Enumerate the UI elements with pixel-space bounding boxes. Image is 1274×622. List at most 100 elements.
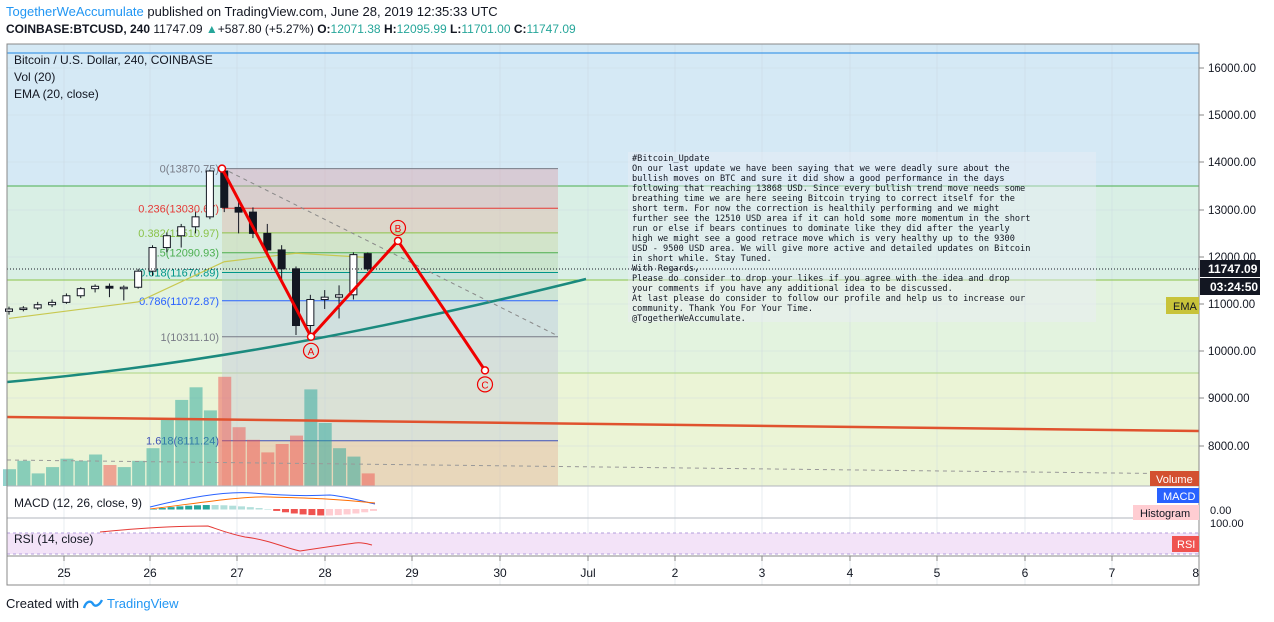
abc-node bbox=[217, 164, 227, 173]
price-axis[interactable]: 16000.0015000.0014000.0013000.0012000.00… bbox=[1133, 63, 1260, 552]
candle bbox=[105, 283, 114, 298]
histogram-tag-label: Histogram bbox=[1140, 508, 1190, 520]
time-axis[interactable]: 25 26 27 28 29 30 Jul 2 3 4 5 6 7 8 bbox=[57, 556, 1200, 580]
candle-body bbox=[162, 235, 171, 249]
candle bbox=[205, 169, 214, 220]
signal-line bbox=[149, 496, 376, 510]
trend-lines bbox=[7, 167, 1199, 475]
volume-bar bbox=[361, 473, 375, 486]
volume-bars bbox=[3, 376, 375, 486]
macd-label: MACD (12, 26, close, 9) bbox=[14, 496, 142, 510]
histogram-tag bbox=[1133, 505, 1199, 520]
change-value: +587.80 (+5.27%) bbox=[217, 22, 314, 36]
candle bbox=[5, 306, 13, 315]
candle bbox=[62, 293, 71, 304]
macd-hist-bar bbox=[238, 506, 245, 510]
note-line: @TogetherWeAccumulate. bbox=[632, 314, 746, 324]
candle-body bbox=[263, 232, 272, 251]
time-tick-label: 25 bbox=[57, 566, 71, 580]
candle bbox=[119, 285, 128, 301]
tradingview-link[interactable]: TradingView bbox=[106, 596, 179, 611]
fib-level-label: 0.618(11670.89) bbox=[139, 268, 219, 280]
abc-wave[interactable]: A B C bbox=[217, 164, 494, 393]
candle bbox=[320, 290, 329, 309]
publish-header: TogetherWeAccumulate published on Tradin… bbox=[6, 4, 498, 19]
published-text: published on TradingView.com, June 28, 2… bbox=[147, 4, 498, 19]
macd-hist-bar bbox=[246, 507, 254, 510]
time-tick-label: 27 bbox=[230, 566, 244, 580]
macd-hist-bar bbox=[194, 505, 201, 510]
candle-body bbox=[335, 294, 344, 298]
macd-hist-bar bbox=[290, 509, 298, 514]
up-triangle-icon: ▲ bbox=[205, 22, 218, 36]
note-line: On our last update we have been saying t… bbox=[632, 164, 1010, 174]
ema-polyline bbox=[8, 252, 368, 320]
time-tick-label: 5 bbox=[934, 566, 941, 580]
price-tick-label: 15000.00 bbox=[1208, 110, 1256, 122]
candle-body bbox=[5, 308, 13, 312]
created-with-label: Created with bbox=[6, 596, 79, 611]
abc-label-circle bbox=[389, 219, 407, 237]
volume-tag-label: Volume bbox=[1156, 474, 1193, 486]
note-line: Please do consider to drop your likes if… bbox=[632, 274, 1010, 284]
time-tick-label: 4 bbox=[847, 566, 854, 580]
candle-body bbox=[277, 249, 286, 270]
fib-level-label: 0.786(11072.87) bbox=[139, 296, 219, 308]
abc-path bbox=[220, 167, 487, 372]
macd-hist-bar bbox=[150, 509, 157, 510]
abc-label: B bbox=[395, 224, 402, 235]
macd-hist-bar bbox=[176, 506, 184, 510]
macd-hist-bar bbox=[167, 507, 175, 510]
macd-hist-bar bbox=[334, 509, 342, 516]
candle bbox=[277, 245, 286, 281]
candle bbox=[263, 223, 272, 253]
time-tick-label: 26 bbox=[143, 566, 157, 580]
fib-level-label: 0(13870.75) bbox=[160, 164, 219, 176]
macd-line bbox=[149, 492, 376, 508]
note-line: With Regards, bbox=[632, 264, 699, 274]
volume-bar bbox=[246, 439, 260, 486]
macd-hist-bar bbox=[361, 509, 369, 513]
fib-level-label: 0.5(12090.93) bbox=[151, 248, 220, 260]
rsi-tag bbox=[1172, 536, 1199, 552]
volume-bar bbox=[175, 399, 189, 486]
volume-bar bbox=[3, 469, 16, 486]
candle bbox=[48, 299, 57, 308]
candle-body bbox=[48, 301, 57, 306]
time-tick-label: 3 bbox=[759, 566, 766, 580]
tradingview-logo-icon bbox=[82, 598, 103, 608]
macd-hist-bar bbox=[202, 505, 210, 510]
fib-zone bbox=[222, 272, 558, 301]
candle-body bbox=[363, 253, 372, 270]
abc-node bbox=[306, 332, 316, 342]
volume-bar bbox=[189, 387, 203, 486]
volume-bar bbox=[89, 454, 103, 486]
volume-bar bbox=[31, 473, 45, 486]
note-background bbox=[628, 152, 1096, 322]
macd-hist-bar bbox=[158, 508, 166, 510]
abc-label-circle bbox=[302, 342, 320, 359]
macd-tag bbox=[1157, 488, 1199, 503]
volume-bar bbox=[132, 460, 146, 486]
candle bbox=[19, 306, 28, 312]
time-tick-label: 28 bbox=[318, 566, 332, 580]
legend-title: Bitcoin / U.S. Dollar, 240, COINBASE bbox=[14, 53, 213, 67]
candle-body bbox=[292, 268, 300, 327]
time-tick-label: Jul bbox=[580, 566, 595, 580]
candle-body bbox=[320, 296, 329, 301]
open-label: O: bbox=[317, 22, 331, 36]
note-line: run or else if bears continues to domina… bbox=[632, 224, 1010, 234]
macd-hist-bar bbox=[317, 509, 325, 516]
note-line: breathing time we are here seeing Bitcoi… bbox=[632, 194, 1015, 204]
volume-bar bbox=[74, 460, 88, 486]
macd-hist-bar bbox=[229, 505, 237, 510]
note-line: #Bitcoin_Update bbox=[632, 154, 710, 164]
fib-level-label: 1(10311.10) bbox=[160, 332, 219, 344]
rsi-tick-label: 100.00 bbox=[1210, 518, 1244, 530]
macd-hist-bar bbox=[255, 508, 263, 510]
price-tick-label: 14000.00 bbox=[1208, 157, 1256, 169]
dashed-volume-ma bbox=[7, 459, 1199, 475]
horizontal-lines bbox=[7, 52, 1199, 374]
author-link[interactable]: TogetherWeAccumulate bbox=[6, 4, 144, 19]
